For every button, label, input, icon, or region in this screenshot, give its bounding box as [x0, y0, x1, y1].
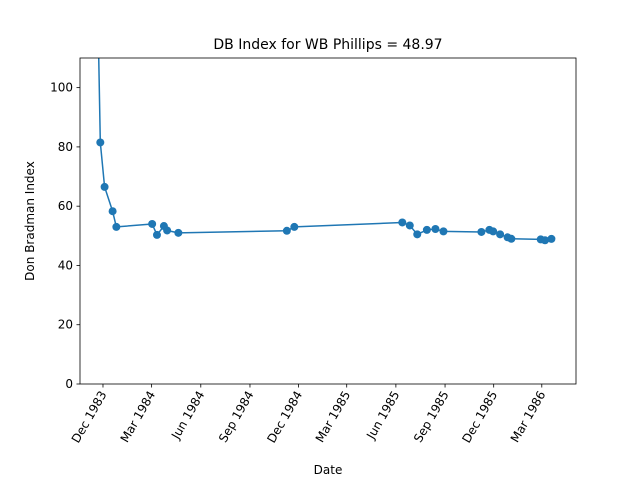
data-point — [100, 182, 109, 191]
data-point — [163, 226, 172, 235]
y-tick-label: 40 — [58, 258, 73, 272]
chart-title: DB Index for WB Phillips = 48.97 — [213, 37, 442, 53]
data-point — [108, 207, 117, 216]
y-tick-label: 0 — [65, 377, 73, 391]
y-tick-label: 60 — [58, 199, 73, 213]
y-tick-label: 80 — [58, 140, 73, 154]
data-point — [398, 218, 407, 227]
data-point — [507, 234, 516, 243]
data-point — [422, 225, 431, 234]
plot-frame — [79, 57, 577, 385]
x-axis-label: Date — [314, 463, 343, 477]
data-point — [148, 219, 157, 228]
data-point — [477, 227, 486, 236]
data-point — [496, 230, 505, 239]
y-tick-label: 20 — [58, 318, 73, 332]
series-layer — [96, 58, 556, 245]
data-point — [541, 236, 549, 245]
data-point — [489, 227, 498, 236]
data-point — [405, 221, 414, 230]
data-point — [439, 227, 448, 236]
data-point — [413, 230, 422, 239]
data-point — [152, 230, 161, 239]
data-point — [431, 225, 440, 234]
data-point — [112, 222, 121, 231]
data-point — [174, 228, 183, 237]
data-point — [282, 226, 291, 235]
y-tick-label: 100 — [50, 81, 73, 95]
data-point — [547, 234, 556, 243]
y-axis-label: Don Bradman Index — [23, 161, 37, 281]
data-point — [290, 222, 299, 231]
data-point — [96, 138, 105, 147]
